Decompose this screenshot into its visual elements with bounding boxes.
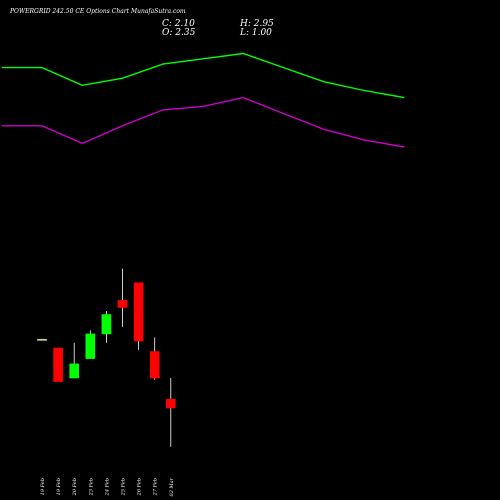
- x-tick-label: 25 Feb: [121, 478, 127, 496]
- candle: [85, 330, 96, 359]
- candle-body: [85, 333, 96, 359]
- candle: [53, 347, 63, 382]
- lower-band-line: [1, 96, 405, 148]
- chart-title: POWERGRID 242.50 CE Options Chart Munafa…: [10, 8, 186, 15]
- close-value: C: 2.10: [162, 19, 195, 29]
- candle: [37, 338, 47, 341]
- x-tick-label: 26 Feb: [137, 478, 143, 496]
- x-tick-label: 02 Mar: [169, 477, 175, 496]
- x-tick-label: 23 Feb: [88, 478, 94, 496]
- candle-body: [166, 398, 176, 409]
- x-tick-label: 20 Feb: [72, 478, 78, 496]
- upper-band-line: [1, 52, 405, 99]
- candle: [101, 310, 112, 343]
- candle-body: [117, 300, 128, 308]
- low-value: L: 1.00: [240, 28, 272, 38]
- candle: [133, 282, 144, 350]
- x-tick-label: 24 Feb: [104, 478, 110, 496]
- x-tick-label: 19 Feb: [40, 478, 46, 495]
- candle: [117, 268, 128, 327]
- candle-body: [53, 347, 63, 382]
- candle: [149, 337, 160, 380]
- candle: [69, 342, 79, 379]
- x-tick-label: 19 Feb: [56, 478, 62, 495]
- high-value: H: 2.95: [240, 19, 274, 29]
- candle-body: [101, 314, 112, 335]
- x-tick-label: 27 Feb: [153, 478, 159, 496]
- candle-body: [149, 351, 160, 379]
- candle-body: [69, 363, 79, 379]
- open-value: O: 2.35: [162, 28, 196, 38]
- candle-body: [37, 338, 47, 341]
- candle: [166, 378, 176, 447]
- candle-body: [133, 282, 144, 342]
